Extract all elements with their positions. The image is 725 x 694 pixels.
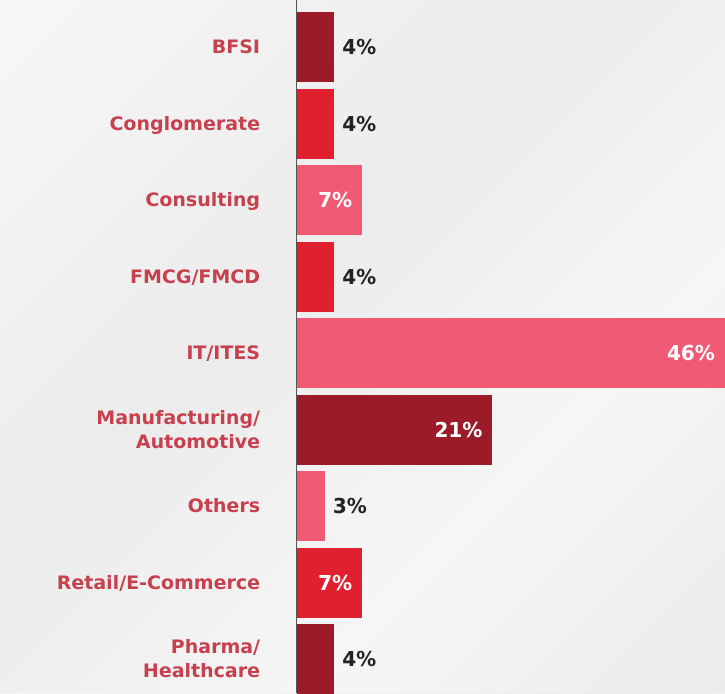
category-label: Pharma/ Healthcare (142, 636, 260, 682)
bar (297, 241, 335, 312)
category-label: BFSI (211, 36, 260, 58)
value-label: 3% (332, 494, 367, 518)
bar (297, 318, 725, 388)
value-label: 4% (342, 264, 377, 289)
bar (297, 547, 363, 618)
bar (297, 624, 335, 694)
bar (297, 88, 335, 159)
bar (297, 471, 325, 541)
category-label: Others (187, 495, 260, 517)
value-label: 4% (342, 111, 377, 136)
value-label: 4% (342, 35, 377, 59)
category-label: IT/ITES (186, 342, 260, 364)
value-label: 21% (434, 417, 483, 442)
category-label: Conglomerate (109, 112, 260, 135)
value-label: 7% (318, 570, 353, 595)
category-label: Manufacturing/ Automotive (96, 406, 260, 453)
value-label: 7% (318, 188, 353, 212)
value-label: 4% (342, 647, 377, 671)
category-label: FMCG/FMCD (130, 265, 260, 288)
bar (297, 12, 335, 82)
bar (297, 394, 493, 465)
category-label: Retail/E-Commerce (56, 571, 260, 594)
bar (297, 165, 363, 235)
category-label: Consulting (145, 189, 260, 211)
axis-line (296, 0, 297, 693)
value-label: 46% (666, 341, 715, 365)
